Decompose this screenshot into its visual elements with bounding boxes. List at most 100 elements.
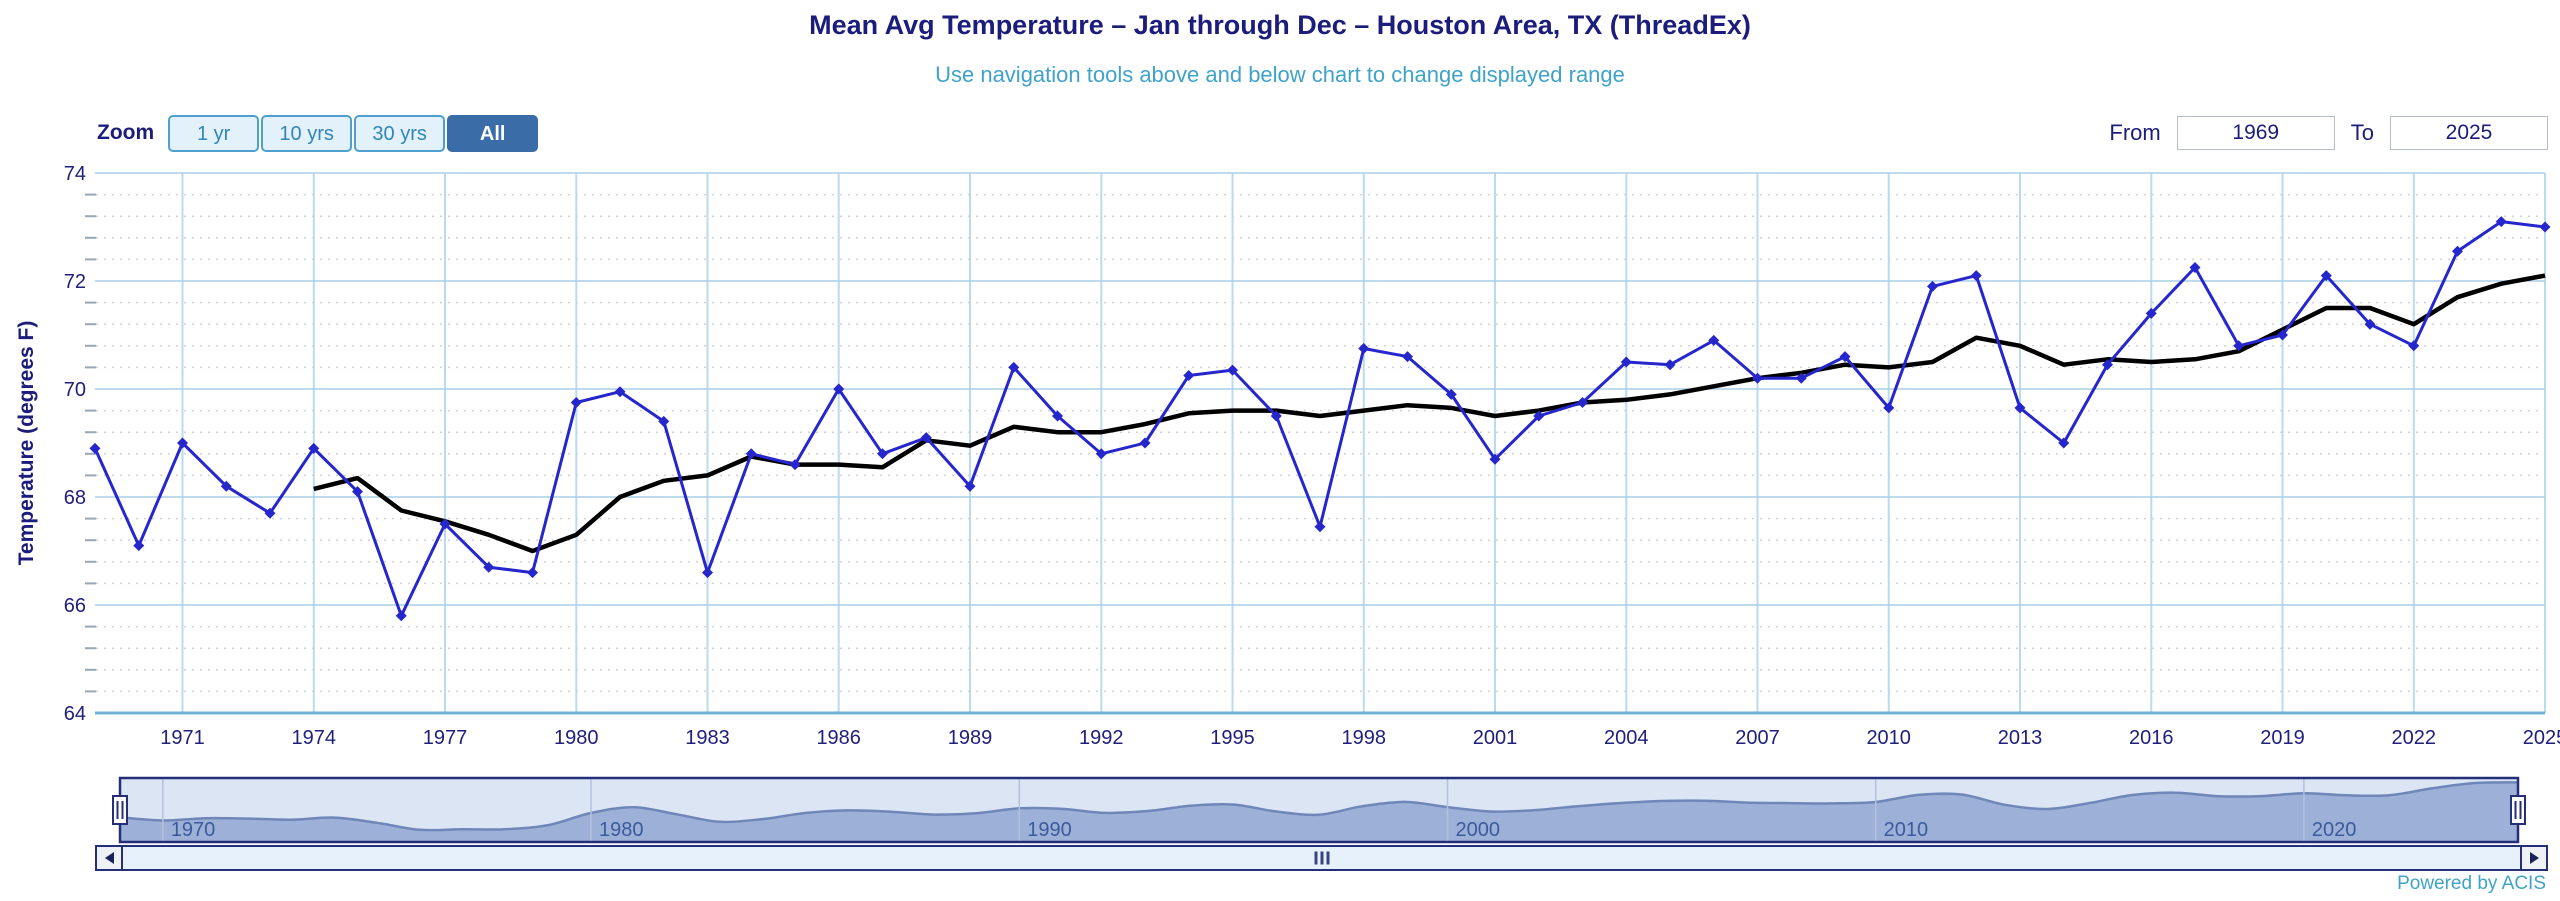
- navigator-area[interactable]: [120, 782, 2518, 842]
- data-point[interactable]: [1314, 521, 1326, 533]
- svg-text:68: 68: [64, 487, 86, 509]
- data-point[interactable]: [1927, 280, 1938, 292]
- data-point[interactable]: [220, 480, 232, 492]
- from-year-input[interactable]: [2176, 116, 2335, 150]
- data-point[interactable]: [483, 561, 495, 573]
- data-point[interactable]: [964, 480, 976, 492]
- svg-text:1998: 1998: [1342, 727, 1387, 749]
- data-point[interactable]: [658, 415, 670, 427]
- svg-text:1980: 1980: [599, 819, 644, 841]
- nav-handle-left[interactable]: [112, 795, 128, 825]
- data-point[interactable]: [1489, 453, 1501, 465]
- data-point[interactable]: [2233, 340, 2245, 352]
- data-point[interactable]: [570, 397, 582, 408]
- svg-text:2013: 2013: [1998, 727, 2043, 749]
- svg-text:2010: 2010: [1866, 727, 1911, 749]
- data-point[interactable]: [89, 442, 101, 454]
- data-point[interactable]: [2014, 402, 2026, 414]
- data-point[interactable]: [2058, 437, 2070, 449]
- data-point[interactable]: [527, 567, 538, 579]
- data-point[interactable]: [1795, 372, 1807, 384]
- scroll-left-icon: [104, 852, 114, 864]
- plot-area[interactable]: [95, 173, 2545, 713]
- data-point[interactable]: [1752, 372, 1763, 384]
- temperature-chart[interactable]: 64 66 68 70 72 74 1971 1974 1977 1980 1983 1986 1989…: [0, 0, 2560, 770]
- svg-text:2020: 2020: [2312, 819, 2357, 841]
- data-point[interactable]: [2145, 307, 2157, 319]
- data-point[interactable]: [308, 442, 320, 454]
- scroll-right-icon: [2529, 852, 2539, 864]
- data-point[interactable]: [2102, 359, 2113, 371]
- date-range-group: From To: [2109, 113, 2548, 153]
- data-point[interactable]: [439, 518, 451, 530]
- zoom-button-all[interactable]: All: [447, 114, 539, 152]
- data-point[interactable]: [2452, 245, 2463, 257]
- data-point[interactable]: [1708, 334, 1720, 346]
- data-point[interactable]: [1533, 410, 1545, 422]
- data-point[interactable]: [177, 437, 188, 449]
- data-point[interactable]: [833, 383, 845, 395]
- scroll-left-button[interactable]: [97, 847, 123, 869]
- data-point[interactable]: [1358, 343, 1370, 354]
- data-point[interactable]: [2189, 262, 2201, 273]
- data-point[interactable]: [920, 432, 932, 444]
- data-point[interactable]: [1052, 410, 1063, 422]
- svg-text:1974: 1974: [292, 727, 337, 749]
- data-point[interactable]: [2495, 216, 2507, 228]
- svg-text:72: 72: [64, 271, 86, 293]
- svg-text:2025: 2025: [2523, 727, 2560, 749]
- series-annual-markers[interactable]: [89, 216, 2551, 622]
- svg-text:1986: 1986: [816, 727, 861, 749]
- navigator-scrollbar[interactable]: [95, 845, 2548, 871]
- zoom-button-10yrs[interactable]: 10 yrs: [261, 114, 353, 152]
- data-point[interactable]: [1402, 351, 1413, 363]
- data-point[interactable]: [745, 448, 757, 460]
- navigator[interactable]: 1970 1980 1990 2000 2010 2020: [0, 770, 2560, 850]
- data-point[interactable]: [702, 567, 713, 579]
- scroll-right-button[interactable]: [2520, 847, 2546, 869]
- scrollbar-grip-icon[interactable]: [1314, 851, 1329, 865]
- data-point[interactable]: [2539, 221, 2551, 233]
- svg-text:1970: 1970: [171, 819, 216, 841]
- y-axis-title: Temperature (degrees F): [15, 320, 38, 566]
- data-point[interactable]: [1664, 359, 1676, 371]
- data-point[interactable]: [264, 507, 276, 519]
- grid: [85, 172, 2546, 715]
- svg-text:1990: 1990: [1027, 819, 1072, 841]
- data-point[interactable]: [1445, 388, 1457, 400]
- svg-text:1995: 1995: [1210, 727, 1255, 749]
- zoom-button-30yrs[interactable]: 30 yrs: [354, 114, 446, 152]
- svg-text:64: 64: [64, 703, 86, 725]
- data-point[interactable]: [614, 386, 626, 398]
- data-point[interactable]: [1227, 364, 1238, 376]
- data-point[interactable]: [1008, 361, 1020, 373]
- data-point[interactable]: [1139, 437, 1151, 449]
- zoom-button-1yr[interactable]: 1 yr: [168, 114, 260, 152]
- data-point[interactable]: [395, 610, 407, 622]
- navigator-outline: [119, 781, 2519, 832]
- data-point[interactable]: [789, 459, 801, 471]
- svg-text:2004: 2004: [1604, 727, 1649, 749]
- data-point[interactable]: [1577, 397, 1588, 408]
- svg-text:2016: 2016: [2129, 727, 2174, 749]
- data-point[interactable]: [1839, 351, 1851, 363]
- data-point[interactable]: [2277, 329, 2288, 341]
- zoom-button-group: Zoom 1 yr 10 yrs 30 yrs All: [97, 113, 540, 153]
- data-point[interactable]: [1883, 402, 1895, 414]
- svg-text:1983: 1983: [685, 727, 730, 749]
- data-point[interactable]: [2364, 318, 2376, 330]
- data-point[interactable]: [1095, 448, 1107, 460]
- nav-handle-right[interactable]: [2510, 795, 2526, 825]
- data-point[interactable]: [133, 540, 145, 552]
- svg-text:1980: 1980: [554, 727, 599, 749]
- data-point[interactable]: [2408, 340, 2420, 352]
- data-point[interactable]: [1270, 410, 1282, 422]
- data-point[interactable]: [1620, 356, 1632, 368]
- data-point[interactable]: [2320, 270, 2332, 282]
- powered-by-acis-link[interactable]: Powered by ACIS: [2397, 873, 2546, 894]
- data-point[interactable]: [1183, 370, 1195, 381]
- data-point[interactable]: [1970, 270, 1982, 282]
- data-point[interactable]: [352, 486, 363, 498]
- to-year-input[interactable]: [2390, 116, 2548, 150]
- data-point[interactable]: [877, 448, 888, 460]
